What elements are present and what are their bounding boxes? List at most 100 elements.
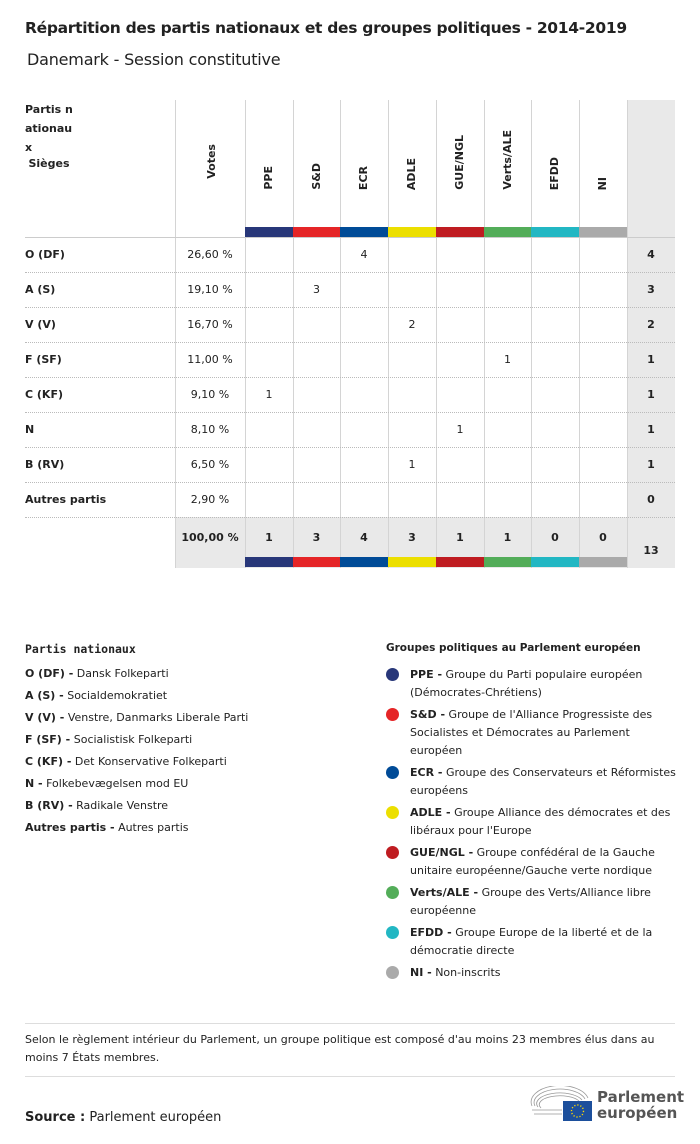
group-seat-cell: [579, 237, 627, 272]
group-header-guengl: GUE/NGL: [453, 135, 466, 190]
group-color-dot: [386, 766, 399, 779]
votes-cell: 16,70 %: [187, 318, 233, 331]
national-legend: O (DF) - Dansk Folkeparti A (S) - Sociald…: [25, 663, 248, 839]
group-header-adle: ADLE: [405, 157, 418, 190]
group-header-ppe: PPE: [262, 166, 275, 190]
seats-cell: 4: [647, 248, 655, 261]
group-color-bar: [436, 557, 484, 567]
group-seat-cell: [293, 377, 340, 412]
group-color-dot: [386, 966, 399, 979]
group-color-bar: [340, 227, 388, 237]
group-seat-cell: [245, 272, 293, 307]
legend-name: Autres partis: [118, 821, 189, 834]
group-color-dot: [386, 708, 399, 721]
national-legend-item: B (RV) - Radikale Venstre: [25, 795, 248, 817]
column-divider: [175, 100, 176, 568]
group-seat-cell: 1: [408, 458, 416, 471]
votes-cell: 26,60 %: [187, 248, 233, 261]
row-divider: [25, 377, 675, 378]
group-seat-cell: [531, 377, 579, 412]
votes-cell: 6,50 %: [190, 458, 230, 471]
source-label: Source :: [25, 1110, 86, 1125]
group-seat-cell: [484, 237, 531, 272]
seats-cell: 1: [647, 458, 655, 471]
group-seat-cell: [340, 447, 388, 482]
row-divider: [25, 412, 675, 413]
votes-cell: 2,90 %: [190, 493, 230, 506]
party-name: A (S): [25, 283, 56, 296]
group-color-bar: [340, 557, 388, 567]
party-column-header: Partis nationau x: [25, 103, 73, 154]
party-name: Autres partis: [25, 493, 107, 506]
column-divider: [340, 100, 341, 568]
logo-line1: Parlement: [597, 1088, 685, 1106]
page-title: Répartition des partis nationaux et des …: [25, 19, 627, 37]
group-legend-title: Groupes politiques au Parlement européen: [386, 642, 641, 654]
national-legend-item: C (KF) - Det Konservative Folkeparti: [25, 751, 248, 773]
column-divider: [293, 100, 294, 568]
legend-abbr: S&D -: [410, 708, 446, 721]
group-seat-cell: [293, 412, 340, 447]
group-seat-cell: 3: [313, 283, 320, 296]
group-color-bar: [579, 557, 627, 567]
divider: [25, 1023, 675, 1024]
votes-column-header: Votes: [205, 144, 218, 179]
row-divider: [25, 482, 675, 483]
group-total: 3: [312, 531, 321, 544]
seats-cell: 2: [647, 318, 655, 331]
legend-name: Socialistisk Folkeparti: [73, 733, 193, 746]
legend-abbr: B (RV) -: [25, 799, 73, 812]
group-legend-item: ADLE - Groupe Alliance des démocrates et…: [386, 804, 676, 840]
group-seat-cell: [531, 237, 579, 272]
legend-abbr: Verts/ALE -: [410, 886, 479, 899]
national-legend-item: V (V) - Venstre, Danmarks Liberale Parti: [25, 707, 248, 729]
seats-total: 13: [643, 544, 659, 557]
row-divider: [25, 272, 675, 273]
divider: [25, 1076, 675, 1077]
group-header-sd: S&D: [310, 163, 323, 190]
hemicycle-flag-icon: [530, 1085, 592, 1121]
group-color-dot: [386, 668, 399, 681]
group-seat-cell: [245, 237, 293, 272]
column-divider: [245, 100, 246, 568]
legend-abbr: ADLE -: [410, 806, 451, 819]
party-name: N: [25, 423, 35, 436]
legend-name: Groupe Europe de la liberté et de la dém…: [410, 926, 653, 957]
column-divider: [531, 100, 532, 568]
group-total: 3: [408, 531, 416, 544]
national-legend-title: Partis nationaux: [25, 642, 136, 656]
seats-column-bg: [627, 100, 675, 568]
group-seat-cell: [388, 412, 436, 447]
legend-abbr: A (S) -: [25, 689, 64, 702]
group-seat-cell: [340, 272, 388, 307]
group-seat-cell: [436, 482, 484, 517]
legend-abbr: PPE -: [410, 668, 443, 681]
group-color-bar: [293, 227, 340, 237]
group-seat-cell: [340, 342, 388, 377]
legend-abbr: ECR -: [410, 766, 443, 779]
group-legend-item: PPE - Groupe du Parti populaire européen…: [386, 666, 676, 702]
legend-abbr: EFDD -: [410, 926, 452, 939]
group-seat-cell: [484, 482, 531, 517]
party-name: V (V): [25, 318, 56, 331]
group-legend-item: Verts/ALE - Groupe des Verts/Alliance li…: [386, 884, 676, 920]
group-total: 1: [265, 531, 273, 544]
group-seat-cell: [531, 272, 579, 307]
votes-cell: 9,10 %: [190, 388, 230, 401]
column-divider: [484, 100, 485, 568]
group-seat-cell: [293, 482, 340, 517]
group-seat-cell: [579, 377, 627, 412]
group-header-ni: NI: [596, 176, 609, 190]
group-seat-cell: [436, 377, 484, 412]
group-seat-cell: [436, 447, 484, 482]
group-color-bar: [531, 227, 579, 237]
row-divider: [25, 517, 675, 518]
group-header-vertsale: Verts/ALE: [501, 130, 514, 190]
group-seat-cell: [293, 342, 340, 377]
group-legend-item: GUE/NGL - Groupe confédéral de la Gauche…: [386, 844, 676, 880]
column-divider: [579, 100, 580, 568]
votes-cell: 11,00 %: [187, 353, 233, 366]
group-color-dot: [386, 806, 399, 819]
group-seat-cell: [531, 447, 579, 482]
group-color-bar: [245, 557, 293, 567]
